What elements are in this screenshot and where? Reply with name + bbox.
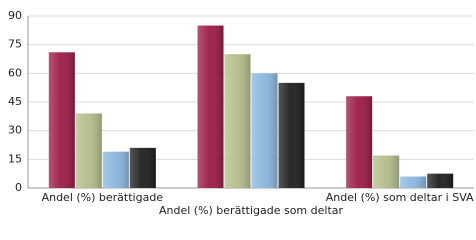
bar-shine: [373, 155, 400, 188]
bar-shine: [251, 73, 278, 188]
bar-shine: [278, 82, 305, 188]
y-tick-label: 75: [8, 38, 22, 51]
y-tick-label: 60: [8, 66, 22, 79]
x-tick-label: Andel (%) som deltar i SVA: [326, 191, 474, 204]
bar-shine: [75, 113, 102, 188]
bar-shine: [197, 25, 224, 188]
bar-shine: [129, 147, 156, 188]
bar-shine: [48, 52, 75, 188]
y-tick-label: 30: [8, 124, 22, 137]
y-tick-label: 45: [8, 95, 22, 108]
bar-shine: [102, 151, 129, 188]
bar-shine: [427, 173, 454, 188]
y-tick-label: 0: [15, 181, 22, 194]
bar-shine: [224, 54, 251, 188]
x-tick-label: Andel (%) berättigade som deltar: [159, 204, 344, 217]
x-tick-label: Andel (%) berättigade: [42, 191, 164, 204]
y-tick-label: 90: [8, 9, 22, 22]
bar-shine: [400, 176, 427, 188]
y-tick-label: 15: [8, 152, 22, 165]
bar-shine: [346, 96, 373, 188]
